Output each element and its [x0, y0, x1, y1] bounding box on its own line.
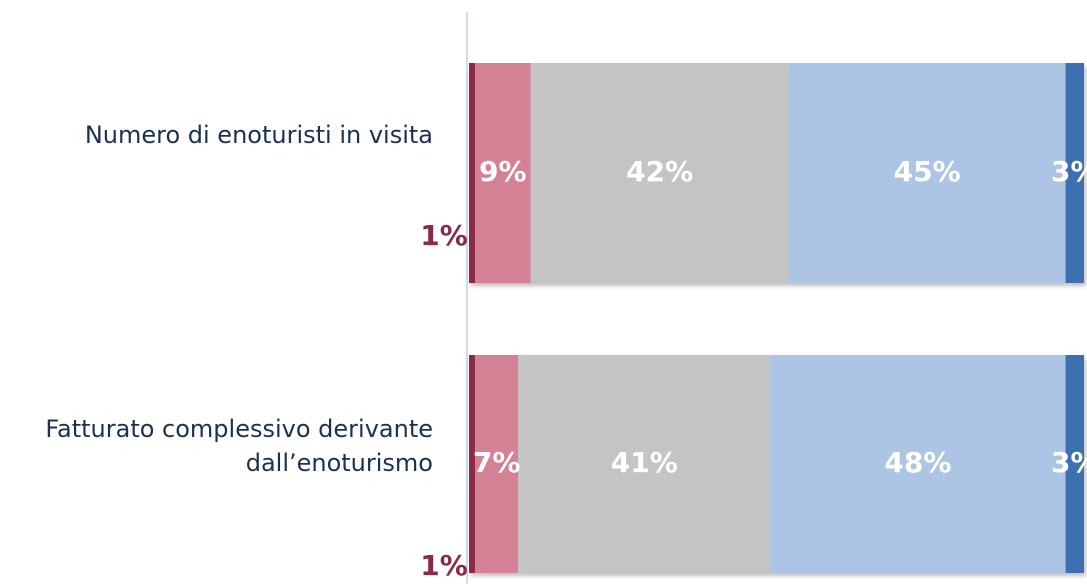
category-label: Fatturato complessivo derivante dall’eno…: [45, 415, 433, 477]
bar-segment: [1065, 63, 1084, 283]
value-label: 1%: [420, 549, 468, 582]
bar-segment: [1065, 355, 1084, 573]
value-label: 48%: [884, 446, 951, 479]
bar-segment: [530, 63, 789, 283]
bar-segment: [475, 63, 531, 283]
value-label: 3%: [1051, 155, 1087, 188]
value-label: 3%: [1051, 446, 1087, 479]
value-label: 45%: [894, 155, 961, 188]
bar-group: [469, 63, 1084, 283]
value-label: 9%: [479, 155, 527, 188]
bar-segment: [469, 63, 476, 283]
value-label: 7%: [473, 446, 521, 479]
category-label: Numero di enoturisti in visita: [84, 121, 433, 149]
bar-segment: [770, 355, 1066, 573]
value-label: 42%: [626, 155, 693, 188]
bar-group: [469, 355, 1084, 573]
bar-segment: [469, 355, 476, 573]
bar-segment: [518, 355, 771, 573]
bar-segment: [475, 355, 519, 573]
bar-segment: [788, 63, 1066, 283]
value-label: 1%: [420, 219, 468, 252]
value-label: 41%: [611, 446, 678, 479]
